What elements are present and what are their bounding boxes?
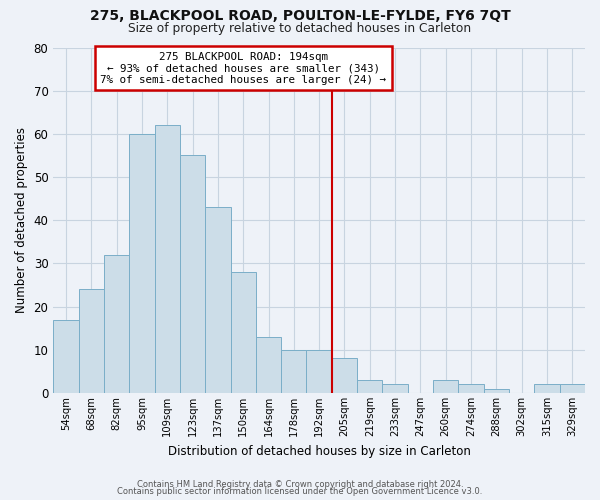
- Bar: [281, 350, 307, 393]
- Text: Size of property relative to detached houses in Carleton: Size of property relative to detached ho…: [128, 22, 472, 35]
- Text: 275 BLACKPOOL ROAD: 194sqm
← 93% of detached houses are smaller (343)
7% of semi: 275 BLACKPOOL ROAD: 194sqm ← 93% of deta…: [100, 52, 386, 85]
- Bar: [307, 350, 332, 393]
- X-axis label: Distribution of detached houses by size in Carleton: Distribution of detached houses by size …: [168, 444, 470, 458]
- Text: 275, BLACKPOOL ROAD, POULTON-LE-FYLDE, FY6 7QT: 275, BLACKPOOL ROAD, POULTON-LE-FYLDE, F…: [89, 9, 511, 23]
- Bar: [129, 134, 155, 393]
- Bar: [458, 384, 484, 393]
- Bar: [104, 255, 129, 393]
- Bar: [53, 320, 79, 393]
- Y-axis label: Number of detached properties: Number of detached properties: [15, 128, 28, 314]
- Bar: [433, 380, 458, 393]
- Bar: [484, 388, 509, 393]
- Bar: [357, 380, 382, 393]
- Bar: [230, 272, 256, 393]
- Bar: [382, 384, 408, 393]
- Bar: [560, 384, 585, 393]
- Text: Contains HM Land Registry data © Crown copyright and database right 2024.: Contains HM Land Registry data © Crown c…: [137, 480, 463, 489]
- Bar: [205, 208, 230, 393]
- Bar: [332, 358, 357, 393]
- Bar: [155, 125, 180, 393]
- Text: Contains public sector information licensed under the Open Government Licence v3: Contains public sector information licen…: [118, 488, 482, 496]
- Bar: [180, 156, 205, 393]
- Bar: [535, 384, 560, 393]
- Bar: [79, 290, 104, 393]
- Bar: [256, 337, 281, 393]
